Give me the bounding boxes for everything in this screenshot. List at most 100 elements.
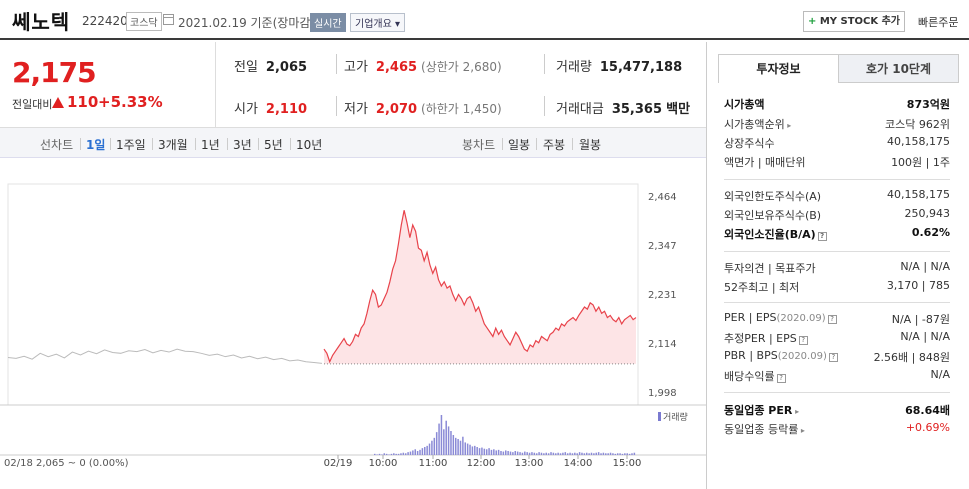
chart-frame [7,183,639,406]
info-value: N/A | N/A [900,330,950,343]
period-3y[interactable]: 3년 [233,138,252,152]
x-tick-label: 15:00 [613,458,642,469]
volume-bar [471,446,474,455]
divider [152,138,153,150]
volume-bar [574,452,576,455]
volume-bar [540,452,543,455]
chevron-right-icon[interactable]: ▸ [784,121,792,130]
quick-order-link[interactable]: 빠른주문 [918,16,959,29]
help-icon[interactable]: ? [776,374,786,383]
info-row: 외국인한도주식수(A) 40,158,175 [724,188,950,204]
intraday-chart[interactable]: 2,464 2,347 2,231 2,114 1,998 02/19 10:00 11:00… [0,158,706,489]
tab-investment-info[interactable]: 투자정보 [718,54,839,83]
x-tick-label: 10:00 [369,458,398,469]
volume-bar [628,453,631,455]
chevron-right-icon[interactable]: ▸ [798,426,805,435]
volume-bar [500,451,502,455]
volume-bar [578,452,581,455]
volume-bar [495,450,497,455]
volume-bar [424,447,426,455]
info-value: 2.56배 | 848원 [873,351,950,364]
y-tick-label: 1,998 [648,388,677,399]
current-price-box: 2,175 전일대비 110 +5.33% [0,42,216,128]
volume-bar [621,453,624,455]
divider [724,392,950,393]
volume-bar [521,452,524,455]
help-icon[interactable]: ? [817,232,827,241]
volume-bar [390,453,393,455]
volume-bar [400,453,402,455]
chevron-right-icon[interactable]: ▸ [792,407,800,416]
info-label-text: 시가총액순위 [724,118,785,131]
volume-bar [485,449,488,455]
info-row: 액면가 | 매매단위 100원 | 1주 [724,154,950,170]
volume-bar [421,448,424,455]
volume-bar [493,449,495,455]
help-icon[interactable]: ? [828,353,838,362]
divider [536,138,537,150]
period-weekly-candle[interactable]: 주봉 [543,138,566,152]
info-label: 동일업종 등락률 ▸ [724,421,805,437]
realtime-button[interactable]: 실시간 [310,13,346,32]
info-label-text: 동일업종 PER [724,404,793,417]
info-row: 투자의견 | 목표주가 N/A | N/A [724,260,950,276]
price-change: 110 [67,93,99,111]
divider [110,138,111,150]
volume-bar [431,440,433,455]
upper-limit: (상한가 2,680) [421,60,502,74]
period-3m[interactable]: 3개월 [158,138,188,152]
info-row: 배당수익률? N/A [724,368,950,384]
period-selector: 선차트 1일 1주일 3개월 1년 3년 5년 10년 봉차트 일봉 주봉 월봉 [0,128,706,158]
volume-bar [416,451,419,455]
volume-legend: 거래량 [658,410,688,423]
period-monthly-candle[interactable]: 월봉 [579,138,602,152]
volume-bar [595,452,598,455]
help-icon[interactable]: ? [798,336,808,345]
volume-bar [514,451,517,455]
volume-bar [476,447,478,455]
divider [258,138,259,150]
stat-prev: 전일 2,065 [234,56,307,75]
volume-bar [555,453,557,455]
volume-bar [557,452,559,455]
volume-bar [631,453,633,455]
period-1d[interactable]: 1일 [86,138,106,152]
stat-value: 2,070 [375,102,418,117]
add-mystock-button[interactable]: + MY STOCK 추가 [803,11,905,32]
x-tick-label: 14:00 [564,458,593,469]
volume-bar [562,452,564,455]
stat-label: 저가 [344,102,368,117]
prev-day-label: 02/18 2,065 ~ 0 (0.00%) [4,458,129,469]
stat-low: 저가 2,070 (하한가 1,450) [344,98,502,117]
prev-day-line [7,348,323,364]
info-value: 250,943 [904,207,951,220]
info-value: 100원 | 1주 [891,156,950,169]
info-label-text: 52주최고 | 최저 [724,281,800,294]
period-daily-candle[interactable]: 일봉 [508,138,531,152]
period-1w[interactable]: 1주일 [116,138,146,152]
volume-bar [524,451,526,455]
company-overview-dropdown[interactable]: 기업개요 ▾ [350,13,406,32]
volume-bar [402,452,405,455]
period-1y[interactable]: 1년 [201,138,220,152]
info-value: 40,158,175 [887,135,950,148]
volume-legend-swatch [658,412,661,421]
volume-bar [490,449,493,455]
volume-bar [564,452,567,455]
tab-orderbook-10[interactable]: 호가 10단계 [838,54,959,83]
y-tick-label: 2,464 [648,192,677,203]
chevron-down-icon: ▾ [395,19,401,30]
volume-bar [566,453,569,455]
stat-value: 15,477,188 [599,60,683,75]
volume-bar [590,452,593,455]
info-label: 시가총액순위 ▸ [724,116,791,132]
period-5y[interactable]: 5년 [264,138,283,152]
info-row: 동일업종 PER ▸ 68.64배 [724,402,950,418]
current-price: 2,175 [12,56,97,89]
period-10y[interactable]: 10년 [296,138,323,152]
volume-bar [519,452,521,455]
volume-legend-label: 거래량 [663,413,688,423]
help-icon[interactable]: ? [827,315,837,324]
volume-bar [414,449,416,455]
volume-bar [454,437,457,455]
